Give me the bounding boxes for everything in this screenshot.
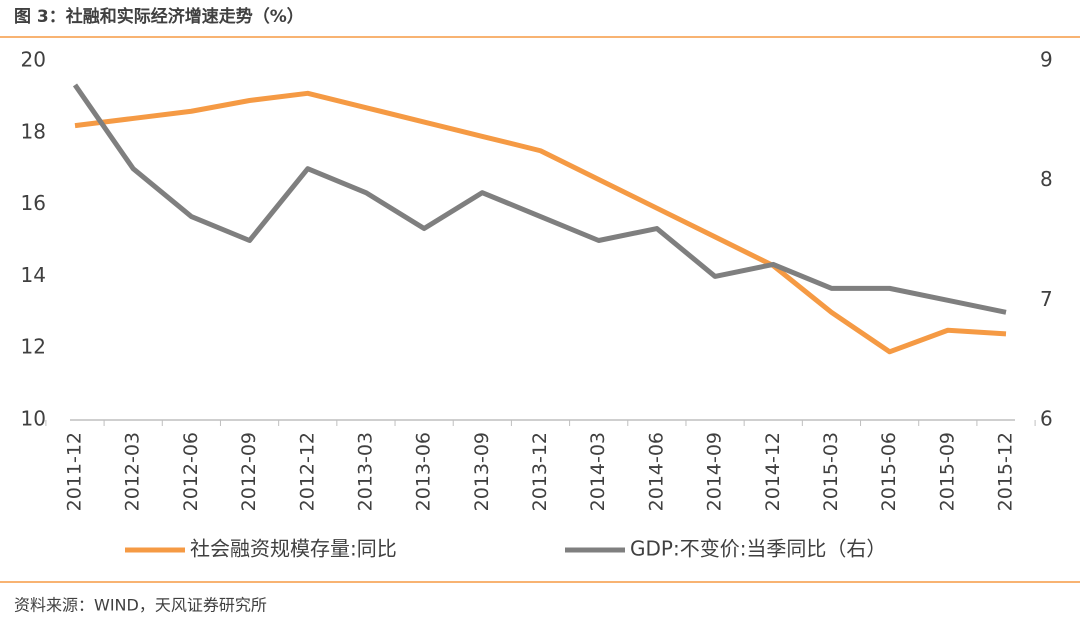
y2-tick-label: 6	[1040, 407, 1053, 431]
x-tick-label: 2013-03	[354, 432, 376, 511]
x-tick-label: 2012-09	[238, 432, 260, 511]
legend-label: GDP:不变价:当季同比（右）	[630, 537, 886, 561]
x-tick-label: 2012-06	[180, 432, 202, 511]
x-tick-label: 2014-09	[704, 432, 726, 511]
x-tick-label: 2015-03	[820, 432, 842, 511]
x-tick-label: 2015-06	[878, 432, 900, 511]
y-tick-label: 12	[21, 335, 46, 359]
x-tick-label: 2014-12	[762, 432, 784, 511]
x-tick-label: 2015-09	[936, 432, 958, 511]
y-tick-label: 18	[21, 119, 46, 143]
y-tick-label: 10	[21, 407, 46, 431]
y-tick-label: 14	[21, 263, 46, 287]
y2-tick-label: 7	[1040, 287, 1053, 311]
x-tick-label: 2013-06	[413, 432, 435, 511]
x-tick-label: 2012-03	[122, 432, 144, 511]
y-tick-label: 20	[21, 48, 46, 72]
x-tick-label: 2015-12	[995, 432, 1017, 511]
x-tick-label: 2012-12	[296, 432, 318, 511]
chart-title: 图 3：社融和实际经济增速走势（%）	[14, 6, 304, 27]
series-line	[72, 83, 1007, 315]
x-tick-label: 2014-03	[587, 432, 609, 511]
y2-tick-label: 8	[1040, 167, 1053, 191]
series-line	[74, 90, 1007, 355]
y2-tick-label: 9	[1040, 48, 1053, 72]
x-tick-label: 2013-12	[529, 432, 551, 511]
x-tick-label: 2014-06	[645, 432, 667, 511]
x-tick-label: 2011-12	[64, 432, 86, 511]
source-note: 资料来源：WIND，天风证券研究所	[14, 596, 267, 615]
x-tick-label: 2013-09	[471, 432, 493, 511]
y-tick-label: 16	[21, 191, 46, 215]
legend-label: 社会融资规模存量:同比	[190, 537, 397, 561]
